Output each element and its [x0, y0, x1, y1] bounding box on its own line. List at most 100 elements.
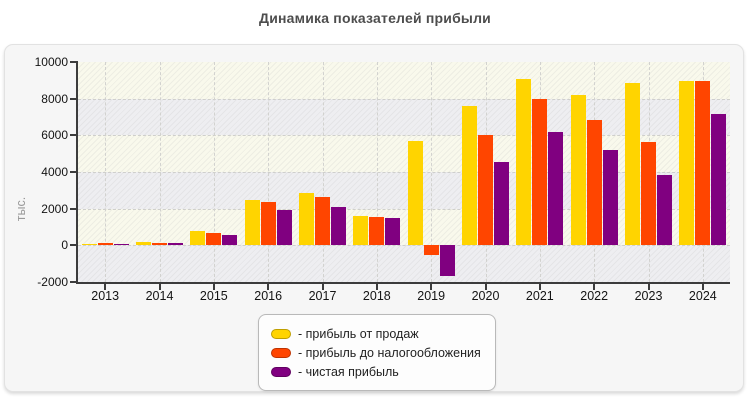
y-axis-tick [70, 207, 77, 210]
legend-swatch [271, 328, 291, 339]
y-axis-tick-label: 10000 [34, 55, 68, 69]
bar-2015-series-2 [206, 232, 222, 246]
vertical-gridline [159, 62, 161, 282]
y-axis-tick-label: 8000 [41, 91, 68, 106]
bar-2018-series-1 [353, 215, 369, 246]
bar-2024-series-2 [695, 80, 711, 246]
bar-2019-series-1 [407, 141, 423, 246]
bar-2013-series-2 [97, 242, 113, 246]
plot-background-band [78, 208, 730, 246]
x-axis-line [76, 282, 730, 284]
bar-2017-series-1 [299, 193, 314, 246]
plot-background-band [78, 135, 730, 172]
x-axis-tick [158, 284, 161, 290]
x-axis-tick [375, 284, 378, 290]
bar-2020-series-1 [462, 106, 477, 246]
bar-2021-series-2 [532, 99, 548, 246]
bar-2016-series-1 [244, 200, 260, 246]
legend-item: - прибыль от продаж [271, 324, 481, 343]
bar-2022-series-1 [570, 95, 586, 246]
x-axis-tick-label: 2014 [145, 289, 174, 303]
y-axis-tick [70, 134, 77, 137]
bar-2014-series-1 [136, 241, 151, 246]
bar-2017-series-2 [315, 196, 330, 246]
bar-2018-series-2 [369, 216, 385, 246]
bar-2022-series-3 [602, 150, 618, 246]
horizontal-gridline [78, 208, 730, 210]
vertical-gridline [431, 62, 433, 282]
x-axis-tick [267, 284, 270, 290]
y-axis-tick [70, 97, 77, 100]
plot-background-band [78, 172, 730, 209]
x-axis-tick-label: 2021 [525, 289, 554, 303]
bar-2017-series-3 [331, 206, 346, 246]
y-axis-tick-label: -2000 [37, 275, 68, 289]
legend-item-label: - чистая прибыль [298, 364, 399, 379]
chart-title: Динамика показателей прибыли [259, 10, 491, 26]
bar-2016-series-2 [260, 201, 276, 246]
bar-2015-series-3 [222, 234, 238, 246]
x-axis-tick [647, 284, 650, 290]
x-axis-tick-label: 2018 [362, 289, 391, 303]
x-axis-tick [104, 284, 107, 290]
vertical-gridline [105, 62, 107, 282]
horizontal-gridline [78, 98, 730, 100]
x-axis-tick-label: 2022 [580, 289, 609, 303]
x-axis-tick-label: 2020 [471, 289, 500, 303]
bar-2013-series-3 [113, 243, 129, 246]
bar-2015-series-1 [190, 231, 206, 246]
y-axis-tick [70, 171, 77, 173]
bar-2014-series-2 [152, 243, 167, 246]
bar-2013-series-1 [81, 243, 97, 246]
y-axis-tick [70, 281, 77, 283]
y-axis-tick-label: 2000 [41, 201, 68, 216]
bar-2014-series-3 [168, 243, 183, 246]
plot-background-band [78, 245, 730, 282]
bar-2023-series-3 [657, 175, 672, 246]
bar-2019-series-3 [439, 245, 455, 276]
vertical-gridline [268, 62, 270, 282]
horizontal-gridline [78, 245, 730, 247]
vertical-gridline [322, 62, 324, 282]
x-axis-tick-label: 2024 [688, 289, 717, 303]
x-axis-tick [430, 284, 433, 290]
horizontal-gridline [78, 135, 730, 137]
legend-swatch [271, 366, 291, 377]
bar-2023-series-2 [641, 141, 656, 246]
plot-area [78, 62, 730, 282]
bar-2020-series-3 [494, 161, 509, 246]
x-axis-tick-label: 2019 [417, 289, 446, 303]
x-axis-tick [593, 284, 596, 290]
x-axis-tick-label: 2013 [91, 289, 120, 303]
x-axis-tick-label: 2023 [634, 289, 663, 303]
x-axis-tick-label: 2017 [308, 289, 337, 303]
legend-item: - прибыль до налогообложения [271, 343, 481, 362]
bar-2023-series-1 [625, 82, 640, 246]
x-axis-tick [701, 284, 704, 290]
bar-2019-series-2 [423, 245, 439, 256]
bar-2024-series-1 [679, 80, 695, 246]
y-axis-tick-label: 0 [61, 238, 68, 253]
x-axis-tick-label: 2016 [254, 289, 283, 303]
legend-item-label: - прибыль от продаж [298, 326, 419, 341]
vertical-gridline [376, 62, 378, 282]
x-axis-tick [212, 284, 215, 290]
y-axis-tick [70, 61, 77, 63]
legend-item-label: - прибыль до налогообложения [298, 345, 481, 360]
bar-2021-series-3 [548, 131, 564, 246]
x-axis-tick [321, 284, 324, 290]
plot-background-band [78, 62, 730, 99]
bar-2022-series-2 [586, 120, 602, 246]
x-axis-tick-label: 2015 [199, 289, 228, 303]
plot-background-band [78, 98, 730, 136]
horizontal-gridline [78, 172, 730, 173]
bar-2020-series-2 [478, 135, 493, 246]
y-axis-tick-label: 6000 [41, 128, 68, 143]
y-axis-tick [70, 244, 77, 247]
legend-box: - прибыль от продаж - прибыль до налогооб… [258, 314, 496, 391]
bar-2024-series-3 [711, 114, 727, 246]
bar-2018-series-3 [385, 218, 401, 246]
bar-2021-series-1 [516, 78, 532, 246]
vertical-gridline [213, 62, 215, 282]
x-axis-tick [484, 284, 487, 290]
